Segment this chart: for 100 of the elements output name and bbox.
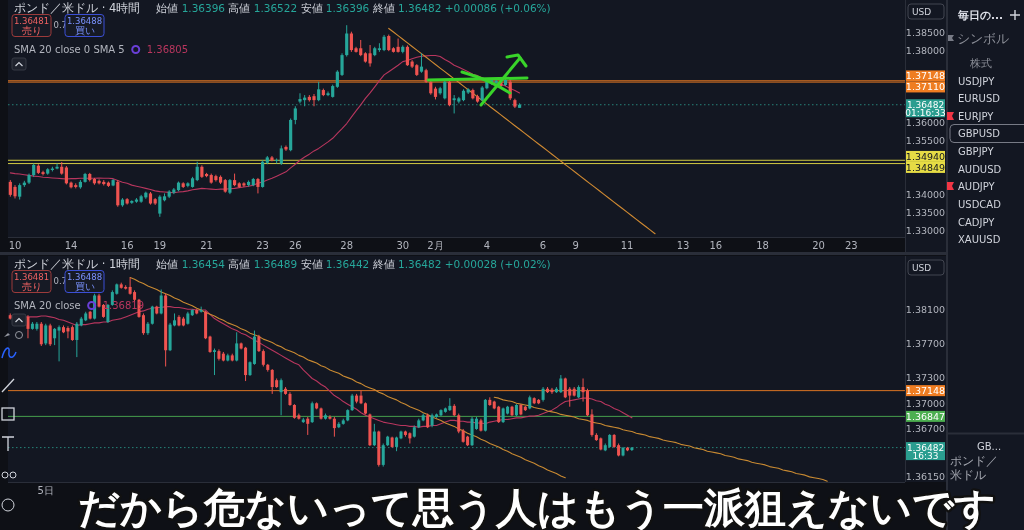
candlestick xyxy=(279,377,283,416)
y-tick-label: 1.34000 xyxy=(905,188,946,200)
chart-title: 毎日の... xyxy=(958,9,1003,21)
candlestick xyxy=(150,305,154,326)
candlestick xyxy=(443,79,447,100)
y-tick-label: 1.37000 xyxy=(905,397,946,409)
y-tick-label: 1.33000 xyxy=(905,224,946,236)
annotation: 1.36488 買い xyxy=(66,15,103,36)
annotation: シンボル xyxy=(957,31,1009,46)
x-tick-label: 23 xyxy=(256,240,269,251)
candlestick xyxy=(212,348,216,376)
chart-title: ポンド／米ドル · 1時間 xyxy=(14,257,141,271)
annotation: EURUSD xyxy=(958,93,1000,105)
candlestick xyxy=(359,389,363,405)
annotation: USD xyxy=(912,263,932,273)
chart-title: ポンド／米ドル · 4時間 xyxy=(14,1,141,15)
annotation: AUDJPY xyxy=(958,181,995,193)
annotation: GBPJPY xyxy=(958,146,994,158)
ref-line-label: 1.37110 xyxy=(905,81,946,93)
candlestick xyxy=(57,324,61,362)
ref-line-label: 1.37148 xyxy=(905,70,946,82)
x-tick-label: 18 xyxy=(756,240,769,251)
candlestick xyxy=(345,24,349,58)
candlestick xyxy=(332,416,336,438)
candlestick xyxy=(312,93,316,107)
candlestick xyxy=(116,179,120,208)
candlestick xyxy=(235,331,239,362)
x-tick-label: 20 xyxy=(812,240,825,251)
y-tick-label: 1.38100 xyxy=(905,303,946,315)
x-tick-label: 9 xyxy=(572,240,579,251)
candlestick xyxy=(44,323,48,346)
ref-line-label: 1.34940 xyxy=(905,150,946,162)
x-tick-label: 14 xyxy=(64,240,78,251)
x-tick-label: 21 xyxy=(200,240,213,251)
y-tick-label: 1.36150 xyxy=(905,470,946,482)
candlestick xyxy=(256,177,260,194)
line-series xyxy=(388,27,656,235)
annotation: 1.36488 買い xyxy=(66,271,103,292)
annotation: 株式 xyxy=(970,57,992,70)
annotation: XAUUSD xyxy=(958,234,1001,246)
y-tick-label: 1.36700 xyxy=(905,423,946,435)
annotation: ポンド／米ドル xyxy=(950,454,998,482)
candlestick xyxy=(128,277,132,296)
candlestick xyxy=(328,414,332,421)
candlestick xyxy=(75,321,79,358)
candlestick xyxy=(408,431,412,444)
candlestick xyxy=(66,325,70,339)
annotation: USD xyxy=(912,7,932,17)
candlestick xyxy=(284,145,288,152)
candlestick xyxy=(447,79,452,107)
line-series xyxy=(493,396,828,482)
x-tick-label: 23 xyxy=(844,240,858,251)
annotation: AUDUSD xyxy=(958,163,1002,175)
y-tick-label: 1.38000 xyxy=(905,44,946,56)
candlestick xyxy=(457,413,461,434)
candlestick xyxy=(39,321,43,347)
ref-line-label: 1.36482 16:33 xyxy=(906,442,945,461)
candlestick xyxy=(368,44,372,68)
x-tick-label: 5日 xyxy=(37,485,54,496)
annotation: SMA 20 close 0 SMA 5 xyxy=(14,44,125,55)
annotation: 1.36481 売り xyxy=(13,271,50,292)
x-tick-label: 2月 xyxy=(427,240,444,251)
candlestick xyxy=(293,105,297,125)
annotation: 1.36805 xyxy=(146,44,189,55)
annotation: USDJPY xyxy=(958,75,995,87)
candlestick xyxy=(55,163,59,170)
x-tick-label: 13 xyxy=(676,240,690,251)
candlestick xyxy=(275,157,279,165)
subtitle: 始値 1.36396 高値 1.36522 安値 1.36396 終値 1.36482 +0.00086 (+0.06%) xyxy=(156,2,551,14)
candlestick xyxy=(326,90,330,97)
ref-line-label: 1.36847 xyxy=(905,410,946,422)
candlestick xyxy=(310,401,314,424)
y-tick-label: 1.35500 xyxy=(905,134,946,146)
candlestick xyxy=(405,44,410,67)
x-tick-label: 26 xyxy=(288,240,302,251)
annotation: USDCAD xyxy=(958,199,1001,211)
candlestick xyxy=(419,52,424,74)
candlestick xyxy=(195,161,199,182)
candlestick xyxy=(158,194,162,218)
x-tick-label: 30 xyxy=(396,240,410,251)
annotation: GBPUSD xyxy=(958,128,1000,140)
candlestick xyxy=(159,289,163,315)
x-tick-label: 28 xyxy=(340,240,354,251)
candlestick xyxy=(279,145,283,166)
line-series xyxy=(9,54,521,194)
annotation: GB... xyxy=(977,441,1002,452)
x-tick-label: 10 xyxy=(8,240,22,251)
annotation: SMA 20 close xyxy=(14,300,81,311)
y-tick-label: 1.37300 xyxy=(905,372,946,384)
candlestick xyxy=(48,323,52,347)
candlestick xyxy=(372,423,376,447)
candlestick xyxy=(317,81,321,102)
ref-line-label: 1.37148 xyxy=(905,385,946,397)
ref-line-label: 1.36482 01:16:33 xyxy=(905,99,946,118)
x-tick-label: 11 xyxy=(620,240,634,251)
candlestick xyxy=(270,368,274,395)
x-tick-label: 4 xyxy=(483,240,491,251)
candlestick xyxy=(64,165,68,185)
y-tick-label: 1.33500 xyxy=(905,206,946,218)
annotation: CADJPY xyxy=(958,216,995,228)
